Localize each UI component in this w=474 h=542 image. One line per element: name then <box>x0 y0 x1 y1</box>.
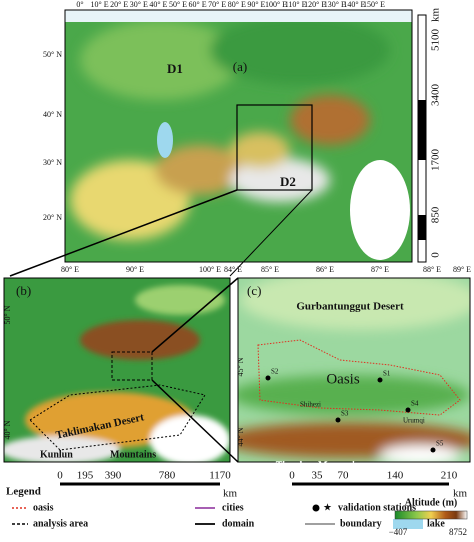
station-label: S4 <box>411 400 419 408</box>
lon-label: 84° E <box>224 265 242 274</box>
colorbar-label: −407 <box>389 527 408 537</box>
lon-label: 80° E <box>61 265 79 274</box>
lat-label: 40° N <box>3 420 12 439</box>
scale-label: 210 <box>441 470 458 482</box>
scale-label: 0 <box>430 252 442 258</box>
scale-label: 850 <box>430 206 442 223</box>
domain-label: D2 <box>280 174 296 189</box>
colorbar-label: 8752 <box>449 527 467 537</box>
station <box>335 417 341 423</box>
lon-label: 40° E <box>149 0 167 9</box>
lon-label: 130° E <box>324 0 346 9</box>
lon-label: 80° E <box>228 0 246 9</box>
station <box>430 447 436 453</box>
lon-label: 30° E <box>130 0 148 9</box>
place-label: Urumqi <box>403 417 425 425</box>
place-label: Gurbantunggut Desert <box>296 301 404 313</box>
station <box>265 375 271 381</box>
station <box>405 407 411 413</box>
legend-item: cities <box>222 502 244 513</box>
scale-label: 140 <box>387 470 404 482</box>
terrain-c <box>238 278 470 462</box>
place-label: Oasis <box>326 371 359 387</box>
scale-unit: km <box>453 488 468 500</box>
lon-label: 60° E <box>189 0 207 9</box>
lon-label: 86° E <box>316 265 334 274</box>
lon-label: 10° E <box>91 0 109 9</box>
lat-label: 40° N <box>43 110 62 119</box>
lon-label: 88° E <box>423 265 441 274</box>
lon-label: 140° E <box>343 0 365 9</box>
lon-label: 87° E <box>371 265 389 274</box>
place-label: Mountains <box>110 449 156 460</box>
station <box>377 377 383 383</box>
legend-item: lake <box>427 518 445 529</box>
lat-label: 50° N <box>43 50 62 59</box>
lon-label: 90° E <box>247 0 265 9</box>
lon-label: 70° E <box>208 0 226 9</box>
place-label: Tianshan Mountains <box>276 460 365 471</box>
domain-label: D1 <box>167 61 183 76</box>
terrain-a <box>65 10 412 262</box>
station-label: S1 <box>383 370 391 378</box>
lon-label: 100° E <box>265 0 287 9</box>
scale-label: 3400 <box>430 84 442 107</box>
lon-label: 150° E <box>363 0 385 9</box>
scale-label: 195 <box>77 470 94 482</box>
scale-label: 70 <box>338 470 350 482</box>
legend-item: oasis <box>33 502 54 513</box>
legend-item: boundary <box>340 518 382 529</box>
colorbar-title: Altitude (m) <box>405 497 458 508</box>
scale-unit: km <box>430 8 442 23</box>
lat-label: 45° N <box>236 357 245 376</box>
legend-title: Legend <box>6 486 41 498</box>
scale-label: 5100 <box>430 29 442 52</box>
lat-label: 30° N <box>43 158 62 167</box>
scale-label: 0 <box>57 470 63 482</box>
scale-label: 390 <box>105 470 122 482</box>
legend-item: analysis area <box>33 518 88 529</box>
station-label: S2 <box>271 368 279 376</box>
panel-label: (b) <box>16 283 31 298</box>
lat-label: 20° N <box>43 213 62 222</box>
svg-text:★: ★ <box>323 502 332 513</box>
panel-label: (c) <box>247 283 261 298</box>
station-label: S3 <box>341 410 349 418</box>
legend-item: validation stations <box>338 502 416 513</box>
scale-label: 35 <box>312 470 324 482</box>
lat-label: 50° N <box>3 305 12 324</box>
lon-label: 50° E <box>169 0 187 9</box>
terrain-b <box>4 278 230 462</box>
lon-label: 100° E <box>199 265 221 274</box>
scale-label: 1700 <box>430 149 442 172</box>
lat-label: 44° N <box>236 427 245 446</box>
lon-label: 85° E <box>261 265 279 274</box>
frame-a <box>64 9 413 263</box>
lon-label: 0° <box>76 0 83 9</box>
panel-label: (a) <box>233 59 247 74</box>
scale-label: 780 <box>159 470 176 482</box>
lon-label: 89° E <box>453 265 471 274</box>
frame-b <box>3 277 231 463</box>
legend-item: domain <box>222 518 255 529</box>
lon-label: 20° E <box>110 0 128 9</box>
place-label: Shihezi <box>300 401 321 409</box>
place-label: Kunlun <box>40 449 73 460</box>
station-label: S5 <box>436 440 444 448</box>
scale-label: 0 <box>289 470 295 482</box>
scale-label: 1170 <box>209 470 231 482</box>
lon-label: 90° E <box>126 265 144 274</box>
frame-c <box>237 277 471 463</box>
lon-label: 110° E <box>285 0 307 9</box>
lon-label: 120° E <box>304 0 326 9</box>
scale-unit: km <box>223 488 238 500</box>
